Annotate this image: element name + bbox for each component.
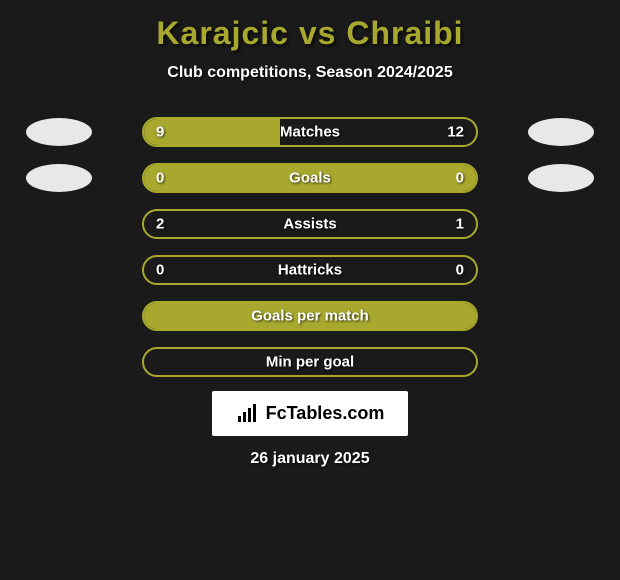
player-left-avatar [26,118,92,146]
stat-row-mpg: Min per goal [10,347,610,377]
stats-list: 9 Matches 12 0 Goals 0 2 Assists 1 [10,117,610,377]
stat-bar: 9 Matches 12 [142,117,478,147]
stat-value-right: 0 [456,170,464,187]
stat-row-assists: 2 Assists 1 [10,209,610,239]
stat-label: Hattricks [278,262,342,279]
player-left-avatar [26,164,92,192]
stat-row-matches: 9 Matches 12 [10,117,610,147]
stat-label: Assists [283,216,336,233]
bar-fill-left [144,119,280,145]
stat-label: Goals [289,170,331,187]
stat-value-left: 2 [156,216,164,233]
stat-row-hattricks: 0 Hattricks 0 [10,255,610,285]
stat-row-goals: 0 Goals 0 [10,163,610,193]
stat-bar: 2 Assists 1 [142,209,478,239]
stat-value-right: 1 [456,216,464,233]
stat-value-left: 0 [156,170,164,187]
page-title: Karajcic vs Chraibi [156,15,463,52]
subtitle: Club competitions, Season 2024/2025 [167,64,452,82]
badge-text: FcTables.com [266,403,385,424]
source-badge: FcTables.com [212,391,409,436]
stat-value-right: 12 [447,124,464,141]
stat-bar: Goals per match [142,301,478,331]
stat-label: Min per goal [266,354,354,371]
player-right-avatar [528,164,594,192]
date-label: 26 january 2025 [250,450,369,468]
stat-value-right: 0 [456,262,464,279]
stat-label: Matches [280,124,340,141]
stat-bar: 0 Goals 0 [142,163,478,193]
stat-value-left: 0 [156,262,164,279]
comparison-card: Karajcic vs Chraibi Club competitions, S… [0,0,620,580]
stat-label: Goals per match [251,308,369,325]
stat-row-gpm: Goals per match [10,301,610,331]
chart-icon [236,404,260,424]
stat-bar: 0 Hattricks 0 [142,255,478,285]
stat-value-left: 9 [156,124,164,141]
stat-bar: Min per goal [142,347,478,377]
player-right-avatar [528,118,594,146]
